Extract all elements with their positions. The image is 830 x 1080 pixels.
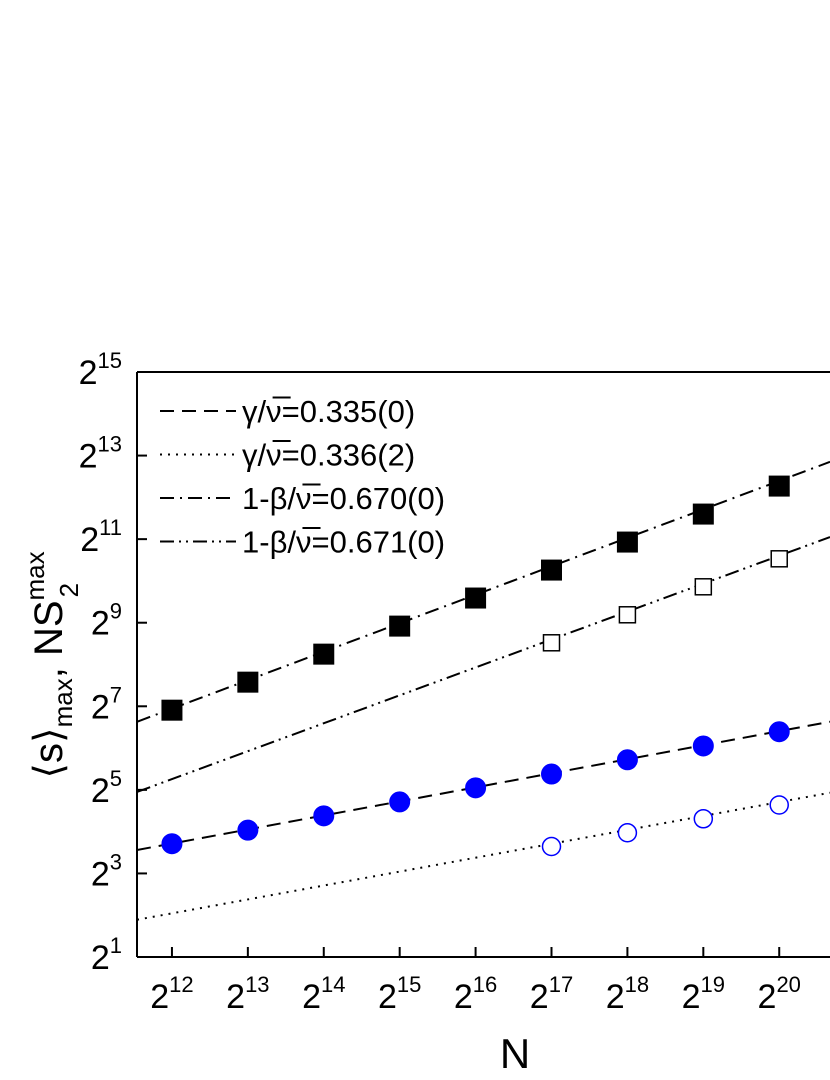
tick-base: 2: [378, 978, 397, 1016]
tick-base: 2: [758, 978, 777, 1016]
data-point: [769, 795, 789, 815]
tick-label: 219: [682, 972, 725, 1016]
data-point: [313, 805, 335, 827]
tick-base: 2: [454, 978, 473, 1016]
tick-label: 21: [91, 933, 122, 977]
tick-exp: 13: [98, 432, 122, 457]
tick-exp: 3: [110, 849, 122, 874]
tick-label: 213: [226, 972, 269, 1016]
data-point: [540, 559, 562, 581]
tick-base: 2: [79, 438, 98, 476]
tick-exp: 9: [110, 599, 122, 624]
y-axis-label: ⟨s⟩max, NSmax 2: [20, 551, 84, 778]
data-point: [542, 634, 561, 652]
tick-label: 211: [80, 515, 122, 559]
tick-exp: 7: [110, 682, 122, 707]
tick-base: 2: [91, 855, 110, 893]
tick-base: 2: [302, 978, 321, 1016]
tick-base: 2: [150, 978, 169, 1016]
tick-label: 212: [150, 972, 193, 1016]
tick-exp: 16: [473, 972, 497, 997]
tick-base: 2: [682, 978, 701, 1016]
tick-base: 2: [606, 978, 625, 1016]
data-point: [618, 606, 637, 624]
tick-label: 213: [79, 432, 122, 476]
tick-exp: 11: [99, 515, 122, 540]
tick-base: 2: [91, 772, 110, 810]
tick-exp: 17: [549, 972, 573, 997]
tick-label: 220: [758, 972, 801, 1016]
tick-base: 2: [530, 978, 549, 1016]
tick-exp: 18: [625, 972, 649, 997]
tick-exp: 19: [701, 972, 725, 997]
data-point: [617, 823, 638, 843]
data-point: [237, 819, 259, 841]
data-point: [616, 749, 638, 771]
tick-label: 29: [91, 599, 122, 643]
data-point: [770, 550, 788, 568]
data-point: [541, 836, 562, 857]
tick-exp: 5: [110, 766, 122, 791]
tick-base: 2: [80, 521, 99, 559]
y-label-part: , NS: [27, 600, 71, 678]
fit-line: [137, 791, 830, 921]
data-point: [465, 587, 487, 609]
tick-label: 214: [302, 972, 345, 1016]
x-axis-label: N: [500, 1030, 530, 1075]
data-point: [616, 531, 638, 553]
tick-base: 2: [91, 939, 110, 977]
data-point: [768, 721, 790, 743]
tick-exp: 14: [321, 972, 345, 997]
data-point: [694, 578, 713, 596]
tick-label: 27: [91, 682, 122, 726]
legend-label: γ/ν̅=0.336(2): [242, 438, 415, 473]
tick-label: 215: [378, 972, 421, 1016]
legend: γ/ν̅=0.335(0) γ/ν̅=0.336(2) 1-β/ν̅=0.670(0…: [160, 394, 445, 560]
data-point: [692, 735, 714, 757]
data-point: [313, 643, 335, 665]
y-label-sub: max: [48, 678, 78, 727]
fit-line: [137, 536, 830, 793]
tick-label: 216: [454, 972, 497, 1016]
data-point: [540, 763, 562, 785]
y-label-sup: max: [20, 551, 50, 600]
y-label-sub: 2: [54, 583, 84, 597]
legend-label: 1-β/ν̅=0.671(0): [242, 525, 445, 560]
tick-label: 217: [530, 972, 573, 1016]
legend-label: 1-β/ν̅=0.670(0): [242, 481, 445, 516]
tick-label: 215: [79, 348, 122, 392]
tick-exp: 15: [98, 348, 122, 373]
tick-base: 2: [91, 605, 110, 643]
tick-label: 23: [91, 849, 122, 893]
data-point: [692, 503, 714, 525]
data-point: [768, 475, 790, 497]
data-point: [693, 809, 714, 829]
tick-exp: 12: [169, 972, 193, 997]
data-point: [161, 699, 183, 721]
tick-exp: 20: [776, 972, 800, 997]
data-point: [161, 833, 183, 855]
tick-exp: 13: [245, 972, 269, 997]
tick-exp: 1: [110, 933, 122, 958]
tick-base: 2: [79, 354, 98, 392]
tick-base: 2: [226, 978, 245, 1016]
data-point: [389, 791, 411, 813]
data-point: [389, 615, 411, 637]
tick-label: 218: [606, 972, 649, 1016]
data-point: [465, 777, 487, 799]
tick-exp: 15: [397, 972, 421, 997]
data-point: [237, 671, 259, 693]
tick-base: 2: [91, 688, 110, 726]
legend-label: γ/ν̅=0.335(0): [242, 394, 415, 429]
y-label-part: ⟨s⟩: [27, 727, 71, 778]
tick-label: 25: [91, 766, 122, 810]
